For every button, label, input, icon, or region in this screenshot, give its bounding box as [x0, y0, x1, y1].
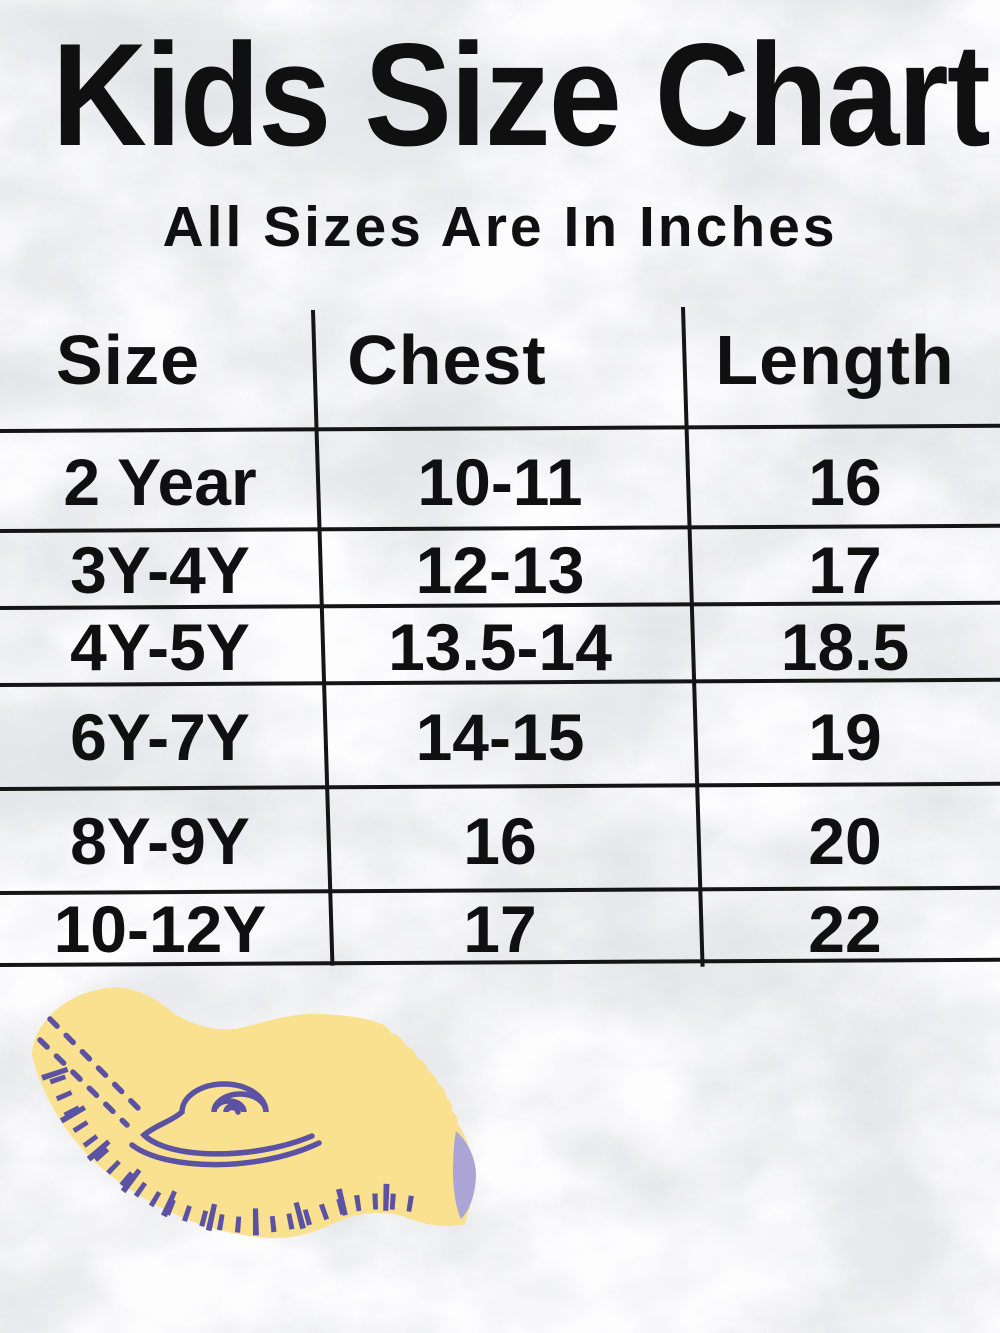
- header-cell-length: Length: [715, 321, 955, 399]
- chest-cell: 10-11: [417, 444, 583, 519]
- tape-body: [32, 987, 473, 1239]
- chest-cell: 16: [463, 804, 537, 878]
- size-cell: 2 Year: [63, 444, 257, 519]
- table-row: 8Y-9Y 16 20: [0, 791, 1000, 891]
- size-cell: 6Y-7Y: [70, 700, 250, 774]
- length-cell: 16: [808, 444, 882, 519]
- length-cell: 20: [808, 804, 882, 878]
- tape-spiral: [139, 1081, 315, 1157]
- tape-end-cap: [453, 1131, 476, 1219]
- size-cell: 3Y-4Y: [70, 532, 250, 607]
- length-cell: 22: [808, 892, 882, 966]
- table-row: 6Y-7Y 14-15 19: [0, 687, 1000, 787]
- chest-cell: 12-13: [415, 532, 585, 607]
- table-row: 4Y-5Y 13.5-14 18.5: [0, 609, 1000, 684]
- tape-stitch-line-2: [37, 1037, 130, 1128]
- table-header-row: Size Chest Length: [0, 300, 1000, 420]
- size-cell: 8Y-9Y: [70, 804, 250, 878]
- page-title-text: Kids Size Chart: [52, 13, 991, 176]
- chest-cell: 17: [463, 892, 537, 966]
- size-cell: 4Y-5Y: [70, 609, 250, 684]
- page-subtitle: All Sizes Are In Inches: [162, 195, 838, 259]
- header-cell-size: Size: [55, 321, 201, 399]
- tape-spiral-outer-arc: [129, 1140, 322, 1168]
- table-row: 2 Year 10-11 16: [0, 434, 1000, 529]
- page-title: Kids Size Chart: [0, 13, 1000, 176]
- length-cell: 18.5: [780, 609, 910, 684]
- chest-cell: 14-15: [415, 700, 585, 774]
- chest-cell: 13.5-14: [388, 609, 612, 684]
- table-row: 3Y-4Y 12-13 17: [0, 532, 1000, 607]
- header-cell-chest: Chest: [347, 321, 547, 399]
- measuring-tape-icon: [32, 987, 476, 1239]
- length-cell: 17: [808, 532, 882, 607]
- size-cell: 10-12Y: [53, 892, 267, 966]
- tape-stitch-line-1: [47, 1016, 141, 1111]
- table-row: 10-12Y 17 22: [0, 892, 1000, 966]
- length-cell: 19: [808, 700, 882, 774]
